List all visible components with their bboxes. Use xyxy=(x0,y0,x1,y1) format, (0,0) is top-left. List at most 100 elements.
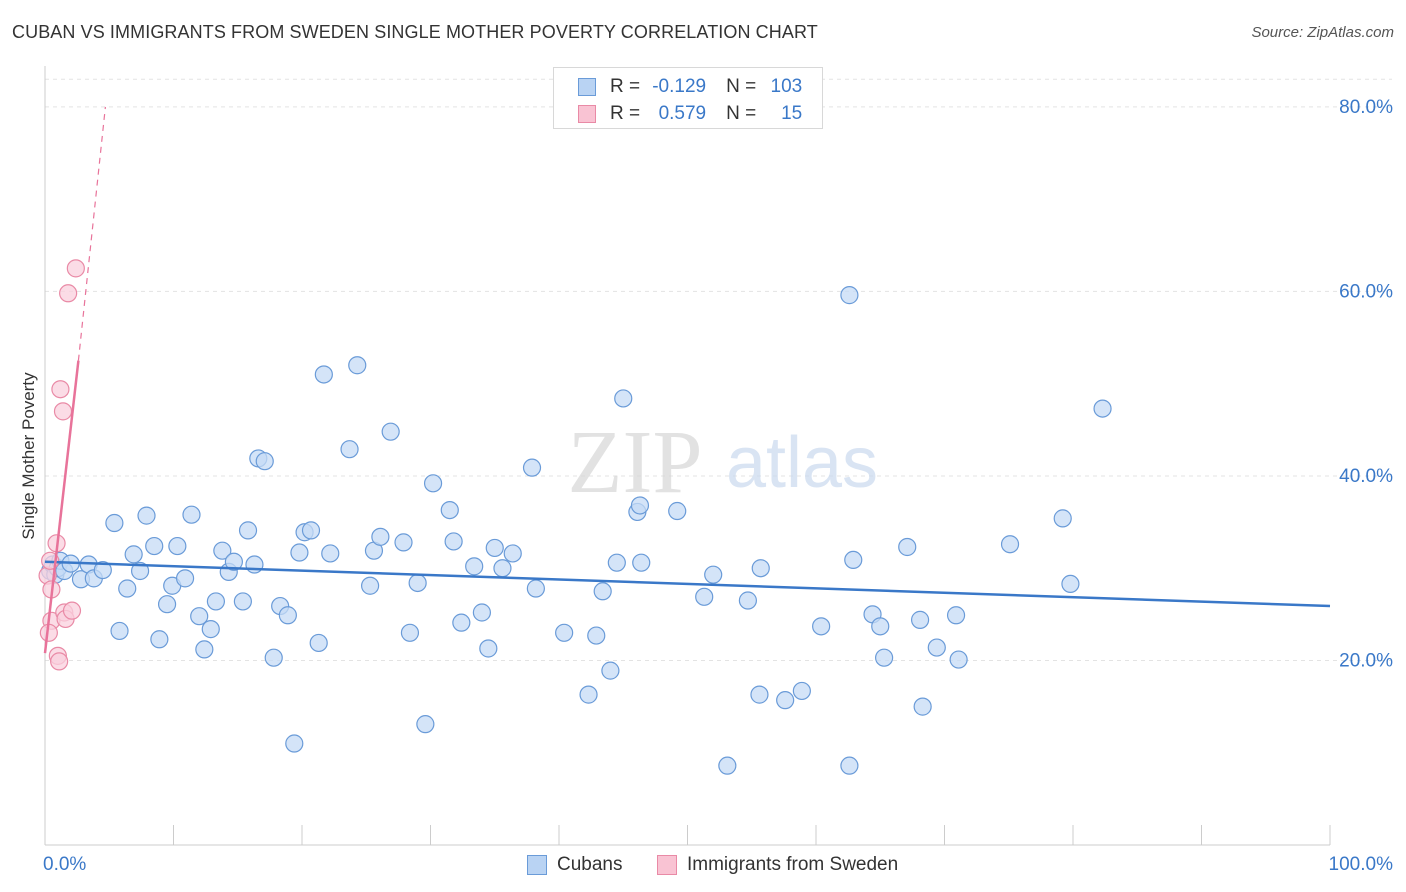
cubans-legend-swatch xyxy=(527,855,547,875)
cubans-point xyxy=(314,365,333,384)
cubans-point xyxy=(440,500,459,520)
y-tick-label: 60.0% xyxy=(1339,281,1393,302)
cubans-point xyxy=(278,606,297,625)
cubans-point xyxy=(632,553,651,572)
cubans-point xyxy=(555,623,574,642)
cubans-point xyxy=(844,550,863,570)
cubans-legend-label: Cubans xyxy=(557,854,623,875)
cubans-point xyxy=(408,573,427,593)
cubans-point xyxy=(614,389,633,408)
cubans-point xyxy=(224,552,243,571)
watermark-zip: ZIP xyxy=(568,413,703,512)
n-value: 103 xyxy=(770,76,803,97)
axes-layer xyxy=(44,66,1331,846)
sweden-legend-label: Immigrants from Sweden xyxy=(687,854,899,875)
source-label: Source: ZipAtlas.com xyxy=(1251,24,1394,41)
cubans-point xyxy=(840,756,859,775)
cubans-point xyxy=(875,648,894,667)
cubans-point xyxy=(479,639,498,658)
cubans-point xyxy=(371,527,390,546)
cubans-point xyxy=(182,505,201,524)
cubans-point xyxy=(751,559,770,578)
cubans-point xyxy=(423,474,443,493)
cubans-point xyxy=(394,533,413,552)
x-tick-label: 100.0% xyxy=(1329,854,1394,875)
cubans-point xyxy=(704,565,723,584)
cubans-point xyxy=(150,630,169,649)
cubans-point xyxy=(601,661,620,680)
trendlines-layer xyxy=(43,106,1331,654)
cubans-point xyxy=(579,685,598,704)
cubans-point xyxy=(718,756,737,775)
cubans-point xyxy=(130,561,150,581)
y-tick-label: 40.0% xyxy=(1339,466,1393,487)
cubans-point xyxy=(472,603,491,622)
cubans-point xyxy=(400,623,420,642)
cubans-point xyxy=(898,537,917,557)
sweden-point xyxy=(66,259,85,278)
sweden-point xyxy=(59,284,78,303)
sweden-points xyxy=(38,259,85,671)
sweden-trendline xyxy=(43,360,80,654)
r-value: -0.129 xyxy=(652,76,707,97)
cubans-point xyxy=(493,559,512,578)
n-value: 15 xyxy=(781,103,803,124)
bottom-legend-cubans: Cubans xyxy=(527,852,623,878)
cubans-point xyxy=(503,544,522,563)
cubans-point xyxy=(607,553,626,572)
cubans-point xyxy=(206,592,226,611)
cubans-point xyxy=(285,734,304,753)
cubans-point xyxy=(190,607,209,626)
cubans-point xyxy=(465,557,484,576)
bottom-legend-sweden: Immigrants from Sweden xyxy=(657,852,898,878)
cubans-point xyxy=(1000,535,1020,554)
y-tick-label: 80.0% xyxy=(1339,97,1393,118)
cubans-point xyxy=(233,592,252,611)
cubans-point xyxy=(213,541,232,560)
cubans-point xyxy=(264,648,283,667)
cubans-point xyxy=(195,640,214,659)
cubans-point xyxy=(668,501,687,521)
sweden-point xyxy=(53,402,73,421)
cubans-point xyxy=(927,638,946,657)
cubans-point xyxy=(695,587,714,606)
cubans-point xyxy=(93,560,112,580)
cubans-point xyxy=(145,536,164,556)
cubans-point xyxy=(593,582,612,601)
cubans-point xyxy=(485,538,504,558)
cubans-point xyxy=(105,513,124,533)
cubans-point xyxy=(946,606,966,625)
cubans-point xyxy=(238,521,258,540)
sweden-swatch xyxy=(578,105,596,123)
cubans-point xyxy=(201,620,220,639)
legend-row-sweden: R = 0.579 N = 15 xyxy=(578,101,802,127)
cubans-point xyxy=(245,555,264,574)
cubans-point xyxy=(1093,399,1112,418)
tick-labels-layer: 20.0% 40.0% 60.0% 80.0% 0.0% 100.0% xyxy=(43,97,1393,875)
cubans-point xyxy=(301,521,321,540)
cubans-point xyxy=(910,610,930,629)
cubans-point xyxy=(290,543,309,562)
cubans-trendline xyxy=(44,560,1331,608)
cubans-point xyxy=(630,496,650,515)
cubans-points xyxy=(41,286,1112,775)
r-label: R = xyxy=(610,76,641,97)
cubans-point xyxy=(340,440,359,459)
cubans-point xyxy=(840,286,859,305)
stats-legend: R = -0.129 N = 103 R = 0.579 N = 15 xyxy=(553,67,823,129)
cubans-point xyxy=(124,545,143,564)
cubans-point xyxy=(587,626,606,645)
cubans-point xyxy=(738,591,757,610)
chart-title: CUBAN VS IMMIGRANTS FROM SWEDEN SINGLE M… xyxy=(12,22,818,42)
x-tick-label: 0.0% xyxy=(43,854,86,875)
cubans-point xyxy=(1053,509,1072,528)
cubans-point xyxy=(309,633,328,653)
cubans-point xyxy=(255,452,274,471)
cubans-point xyxy=(750,685,769,704)
sweden-trendline-extension xyxy=(77,106,106,361)
watermark-atlas: atlas xyxy=(726,423,878,503)
cubans-point xyxy=(871,617,890,636)
y-axis-label: Single Mother Poverty xyxy=(19,372,38,540)
r-label: R = xyxy=(610,103,641,124)
